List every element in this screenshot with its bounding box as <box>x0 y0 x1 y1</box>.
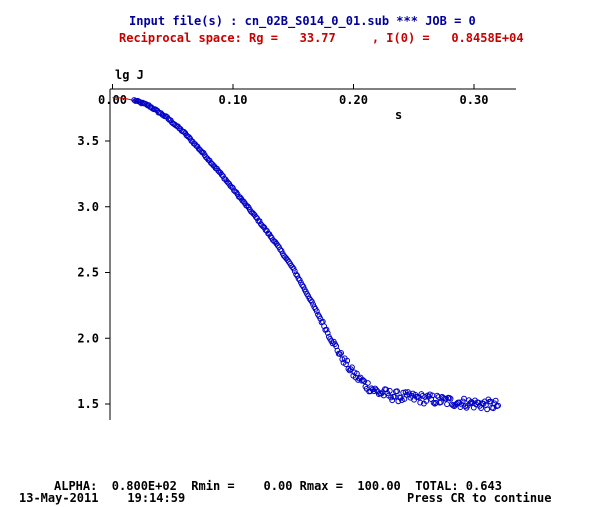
data-point <box>291 268 298 275</box>
y-tick-label: 2.5 <box>77 266 99 280</box>
data-point <box>345 366 352 372</box>
input-file-header: Input file(s) : cn_02B_S014_0_01.sub ***… <box>129 14 476 28</box>
data-point <box>278 247 285 254</box>
reciprocal-space-header: Reciprocal space: Rg = 33.77 , I(0) = 0.… <box>119 31 524 45</box>
y-axis-label: lg J <box>115 68 144 82</box>
data-point <box>383 386 390 393</box>
x-axis-label: s <box>395 108 402 122</box>
data-point <box>294 272 301 279</box>
data-point <box>365 380 371 386</box>
data-point <box>484 406 491 413</box>
date-label: 13-May-2011 <box>19 491 99 505</box>
x-tick-label: 0.30 <box>460 93 489 107</box>
data-point <box>349 364 355 371</box>
data-point <box>430 399 437 406</box>
data-point <box>461 395 467 402</box>
time-label: 19:14:59 <box>127 491 186 505</box>
x-tick-label: 0.10 <box>219 93 248 107</box>
data-point <box>323 326 330 333</box>
data-point <box>401 396 408 402</box>
data-point <box>309 298 315 305</box>
data-point <box>337 351 343 358</box>
x-tick-label: 0.00 <box>98 93 127 107</box>
date-time-status: 13-May-2011 19:14:59 <box>19 491 185 505</box>
y-tick-label: 3.5 <box>77 134 99 148</box>
data-point <box>495 402 502 409</box>
y-tick-label: 1.5 <box>77 397 99 411</box>
chart-axes <box>109 88 516 420</box>
data-point <box>343 361 349 368</box>
data-point <box>313 308 320 315</box>
data-point <box>444 401 450 408</box>
data-point <box>373 387 380 393</box>
data-point <box>338 350 345 356</box>
data-point <box>423 398 430 404</box>
data-point <box>386 387 393 394</box>
data-point <box>434 392 441 399</box>
data-point <box>468 399 475 405</box>
parameters-status: ALPHA: 0.800E+02 Rmin = 0.00 Rmax = 100.… <box>54 479 502 493</box>
data-point <box>446 395 453 401</box>
data-point <box>324 330 331 336</box>
data-point <box>438 399 444 406</box>
data-point <box>293 271 300 278</box>
y-tick-label: 3.0 <box>77 200 99 214</box>
data-series <box>131 97 502 413</box>
data-point <box>300 283 307 290</box>
data-point <box>467 400 474 407</box>
data-point <box>307 297 314 304</box>
data-point <box>462 403 469 410</box>
data-point <box>417 399 424 406</box>
data-point <box>218 171 225 178</box>
data-point <box>289 264 296 271</box>
data-point <box>344 357 351 364</box>
data-point <box>354 370 360 377</box>
data-point <box>394 388 401 395</box>
data-point <box>256 218 263 225</box>
data-point <box>447 395 454 402</box>
y-tick-label: 2.0 <box>77 331 99 345</box>
data-point <box>459 398 466 405</box>
data-point <box>277 246 284 253</box>
data-point <box>360 377 366 383</box>
continue-prompt: Press CR to continue <box>407 491 552 505</box>
data-point <box>492 397 499 404</box>
chart-ticks: 0.00 0.10 0.20 0.30 1.5 2.0 2.5 3.0 3.5 <box>77 84 488 411</box>
x-tick-label: 0.20 <box>339 93 368 107</box>
